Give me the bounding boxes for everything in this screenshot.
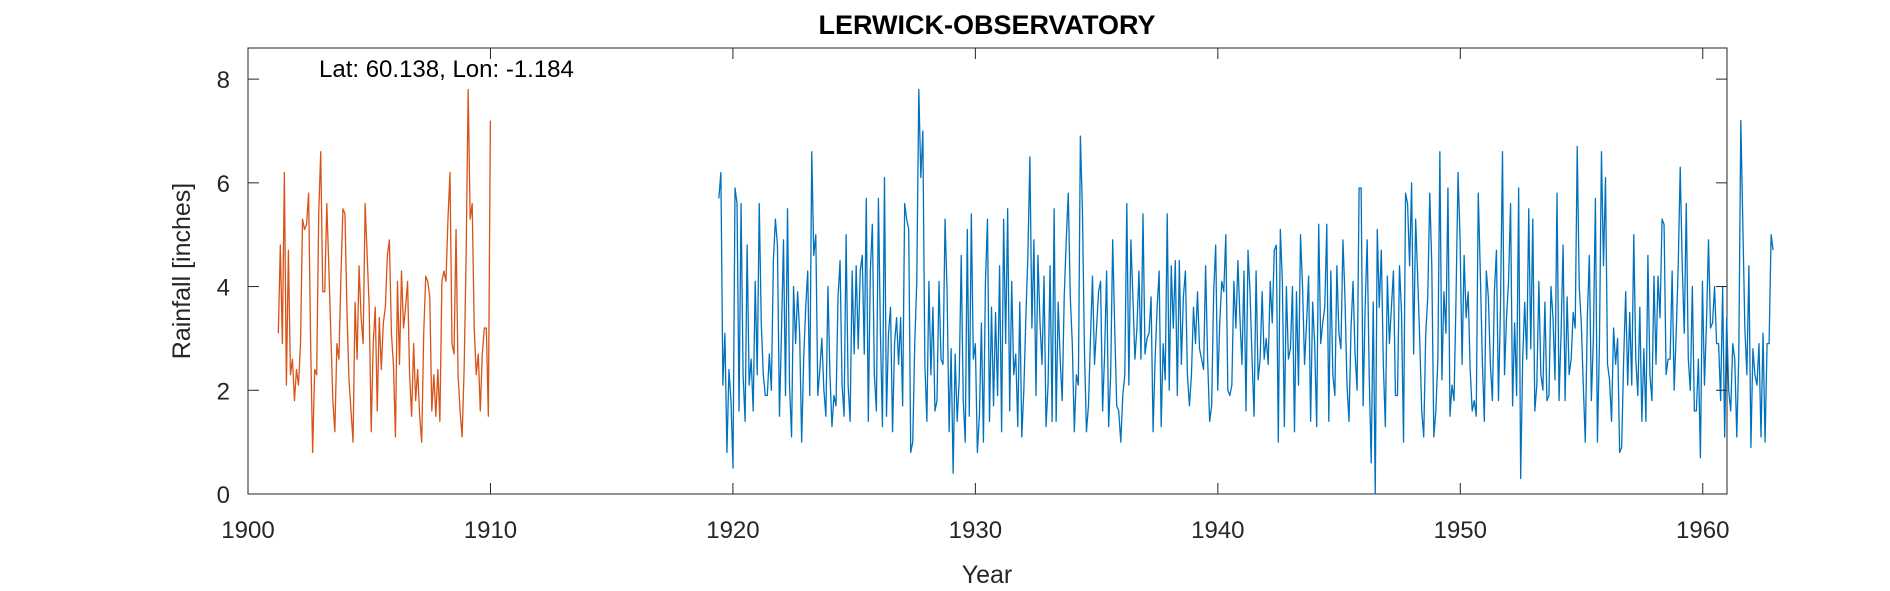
y-tick-label: 4 (217, 275, 230, 302)
x-tick-label: 1950 (1434, 517, 1487, 544)
x-tick-label: 1910 (464, 517, 517, 544)
series-line-1 (277, 88, 492, 454)
y-tick-label: 0 (217, 482, 230, 509)
series-line-2 (718, 88, 1774, 495)
chart-title: LERWICK-OBSERVATORY (818, 10, 1155, 40)
x-tick-label: 1930 (949, 517, 1002, 544)
axes-layer: 1900 1910 1920 1930 1940 1950 1960 0 2 4 6 8 (217, 48, 1729, 544)
y-axis-label: Rainfall [inches] (168, 183, 196, 359)
x-axis-label: Year (962, 561, 1013, 589)
x-tick-label: 1900 (221, 517, 274, 544)
location-annotation: Lat: 60.138, Lon: -1.184 (319, 56, 574, 83)
y-tick-label: 2 (217, 378, 230, 405)
y-tick-label: 8 (217, 67, 230, 94)
series-layer (277, 88, 1774, 495)
x-tick-label: 1920 (706, 517, 759, 544)
x-tick-label: 1940 (1191, 517, 1244, 544)
y-tick-label: 6 (217, 171, 230, 198)
x-tick-label: 1960 (1676, 517, 1729, 544)
